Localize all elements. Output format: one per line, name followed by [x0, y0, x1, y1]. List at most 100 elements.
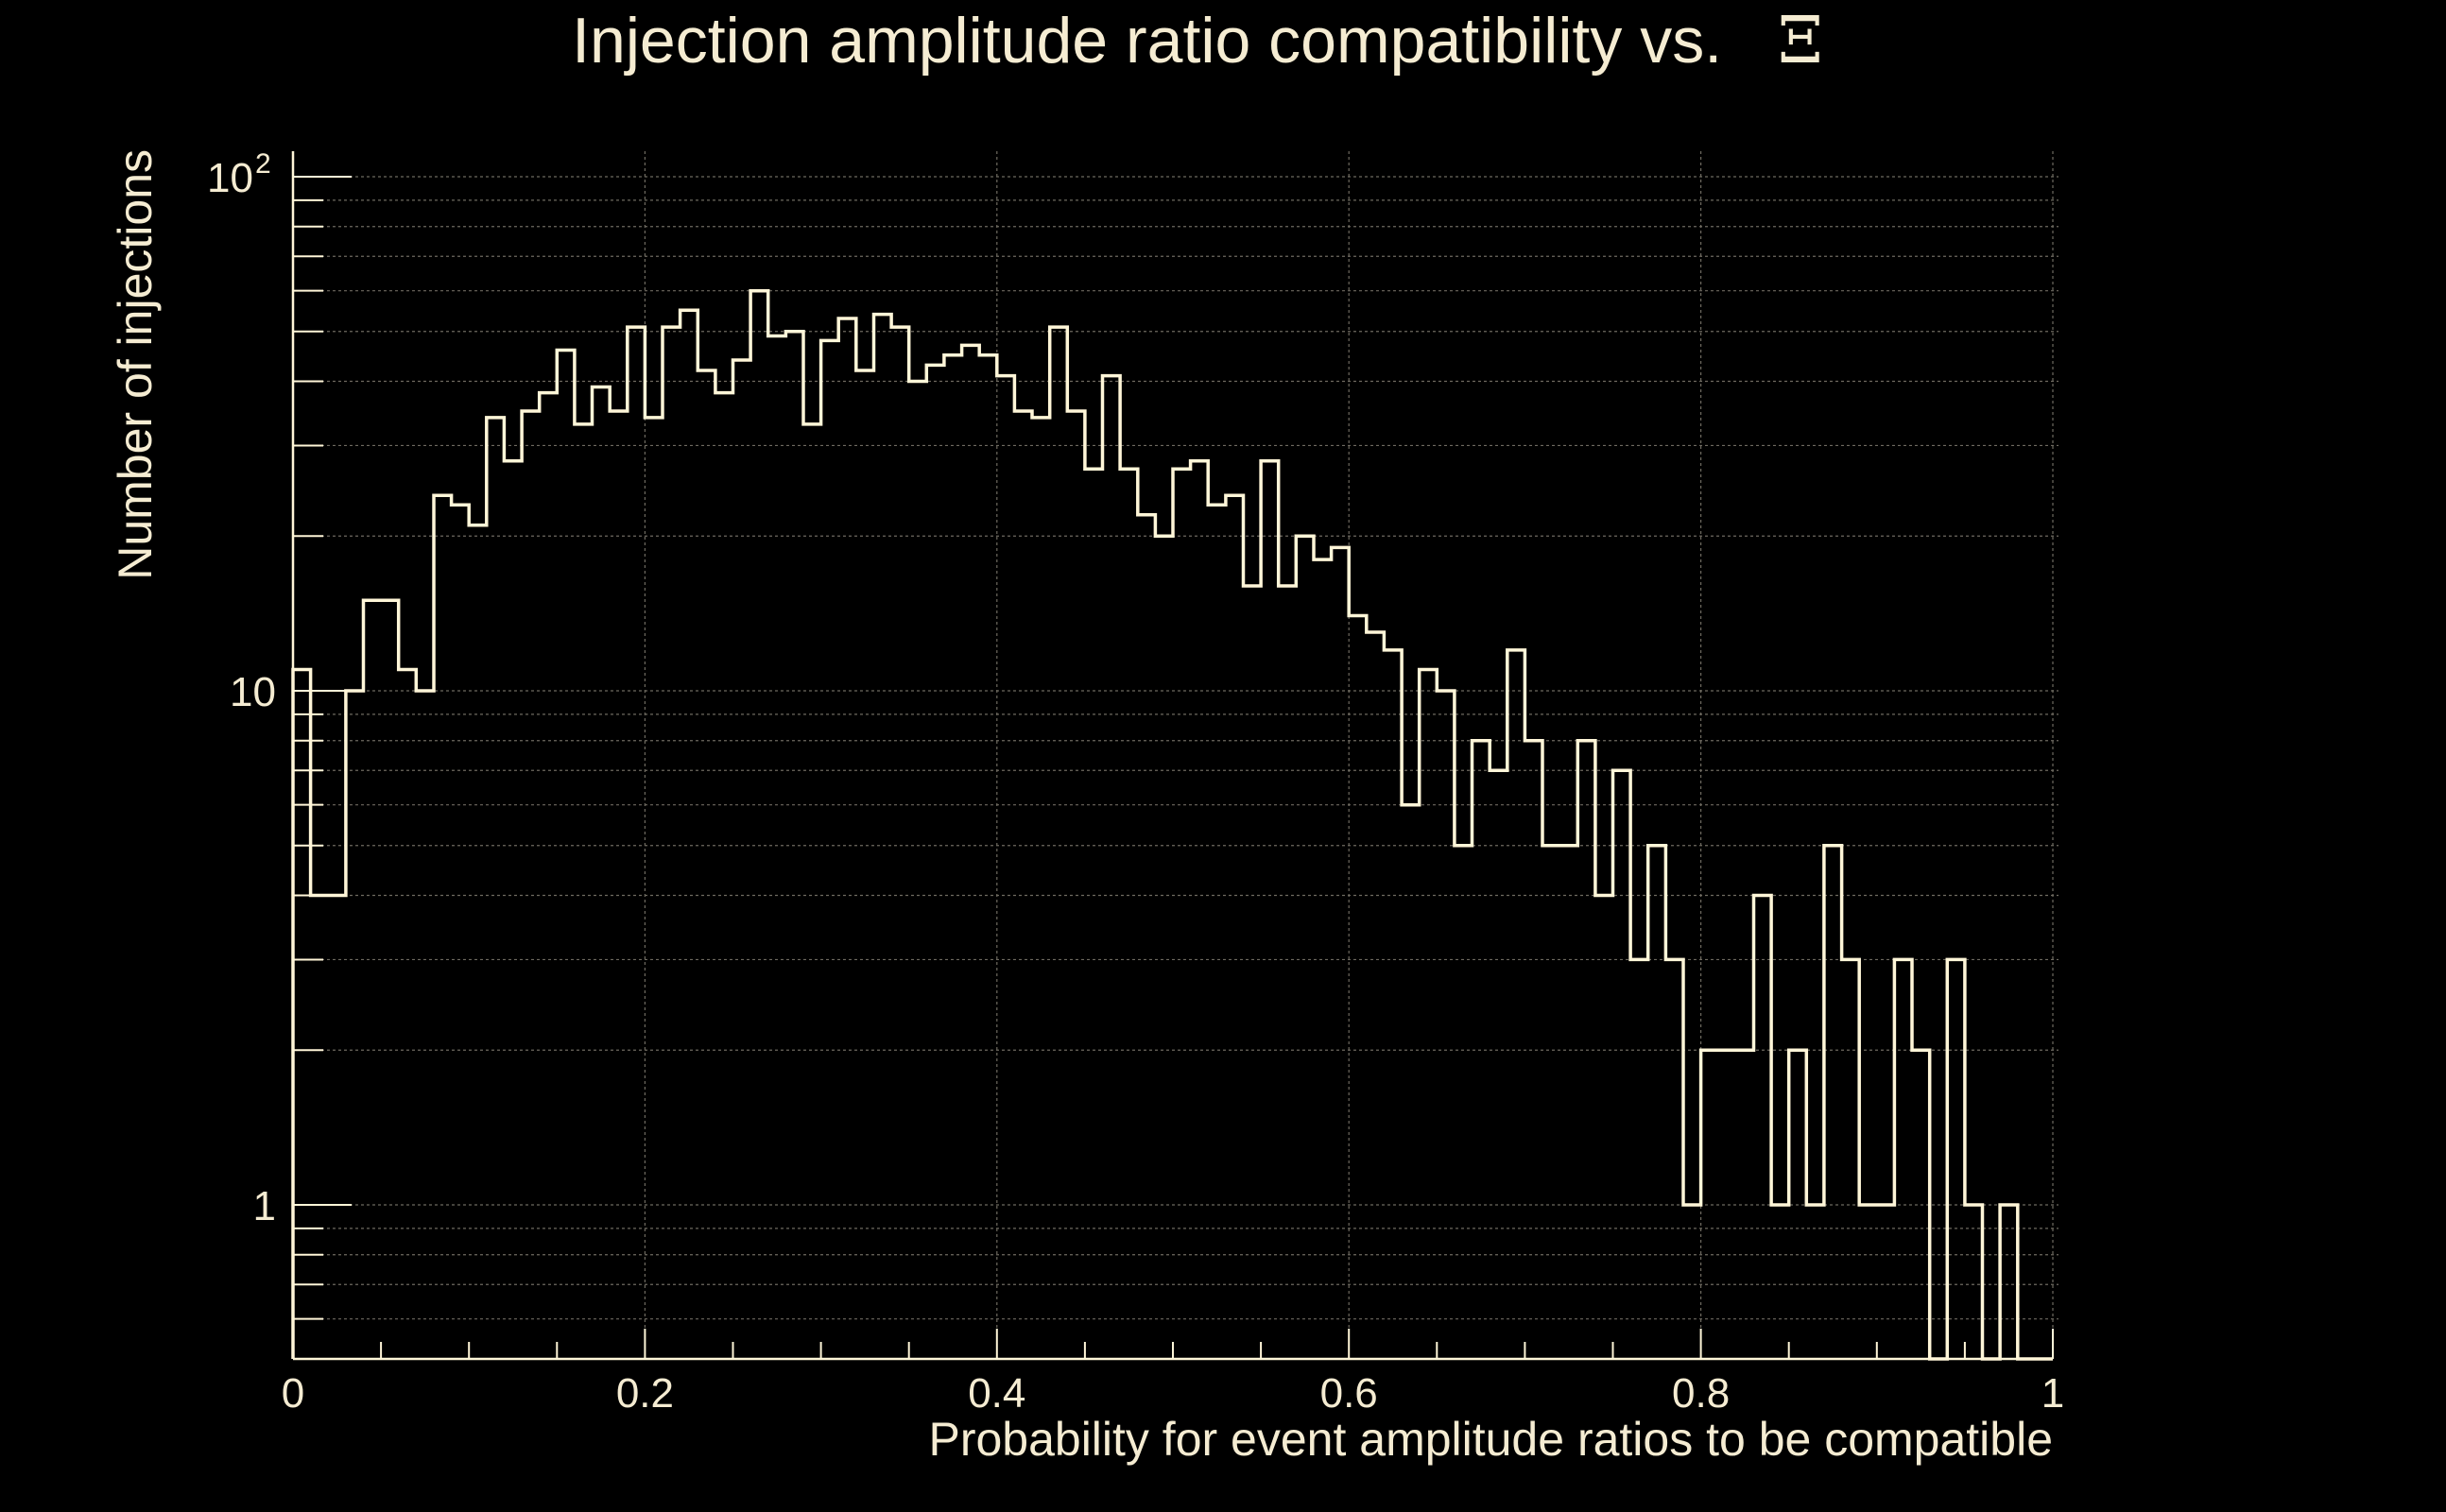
- histogram-bin: [1894, 959, 1912, 1359]
- histogram-bin: [1314, 559, 1332, 1359]
- histogram-bin: [1226, 495, 1244, 1359]
- histogram-bin: [856, 370, 874, 1359]
- x-axis-label: Probability for event amplitude ratios t…: [928, 1413, 2053, 1466]
- histogram-bin: [1648, 846, 1666, 1359]
- histogram-bin: [1595, 895, 1613, 1359]
- histogram-bin: [1367, 632, 1385, 1359]
- histogram-bin: [1155, 536, 1173, 1359]
- histogram-bin: [715, 393, 733, 1359]
- histogram-bin: [891, 327, 909, 1359]
- histogram-bin: [2000, 1205, 2018, 1359]
- histogram-bin: [1067, 411, 1085, 1359]
- histogram-bin: [593, 387, 611, 1359]
- histogram-bin: [346, 691, 364, 1359]
- histogram-bin: [540, 393, 558, 1359]
- histogram-bin: [1683, 1205, 1701, 1359]
- x-tick-label: 0.6: [1320, 1370, 1378, 1417]
- histogram-bin: [680, 310, 698, 1359]
- histogram-bin: [1577, 741, 1595, 1359]
- histogram-bin: [1771, 1205, 1789, 1359]
- histogram-bin: [1208, 505, 1226, 1359]
- chart-title: Injection amplitude ratio compatibility …: [572, 4, 1823, 78]
- histogram-bin: [1718, 1050, 1736, 1359]
- histogram-bin: [698, 370, 715, 1359]
- histogram-bin: [1032, 418, 1050, 1359]
- histogram-bin: [1455, 846, 1473, 1359]
- histogram-bin: [1842, 959, 1860, 1359]
- histogram-bin: [997, 376, 1015, 1359]
- histogram-bin: [1947, 959, 1965, 1359]
- histogram-bin: [1859, 1205, 1877, 1359]
- histogram-bin: [1701, 1050, 1719, 1359]
- histogram-bin: [750, 291, 768, 1359]
- histogram-bin: [1120, 469, 1138, 1359]
- histogram-bin: [311, 895, 329, 1359]
- histogram-bin: [821, 340, 839, 1359]
- histogram-bin: [1014, 411, 1032, 1359]
- x-tick-label: 0.2: [616, 1370, 674, 1417]
- histogram-bin: [1191, 461, 1209, 1359]
- histogram-bin: [1279, 586, 1297, 1359]
- histogram-bin: [1877, 1205, 1895, 1359]
- histogram-bin: [1349, 616, 1367, 1359]
- histogram-bin: [838, 318, 856, 1359]
- histogram-bin: [399, 669, 417, 1359]
- x-tick-label: 0.4: [968, 1370, 1025, 1417]
- histogram-bin: [663, 327, 680, 1359]
- histogram-bin: [1050, 327, 1068, 1359]
- histogram-bin: [962, 345, 980, 1359]
- histogram-bin: [803, 424, 821, 1359]
- histogram-bin: [363, 600, 381, 1359]
- histogram-bin: [733, 360, 751, 1359]
- histogram-bin: [1173, 469, 1191, 1359]
- histogram-bin: [557, 350, 575, 1359]
- y-tick-label: 10: [230, 669, 276, 715]
- histogram-bin: [1613, 770, 1631, 1359]
- histogram-bin: [575, 424, 593, 1359]
- histogram-bin: [1753, 895, 1771, 1359]
- x-tick-label: 0: [282, 1370, 304, 1417]
- histogram-bin: [1420, 669, 1438, 1359]
- histogram-bin: [768, 336, 786, 1359]
- histogram-bin: [1560, 846, 1578, 1359]
- chart-title-symbol: Ξ: [1778, 4, 1823, 78]
- histogram-bins: [291, 288, 2053, 1361]
- histogram-bin: [434, 495, 452, 1359]
- histogram-bin: [1384, 650, 1402, 1359]
- histogram-bin: [416, 691, 434, 1359]
- histogram-bin: [522, 411, 540, 1359]
- histogram-bin: [504, 461, 522, 1359]
- histogram-bin: [1806, 1205, 1824, 1359]
- histogram-bin: [1507, 650, 1525, 1359]
- y-tick-label: 1: [253, 1183, 276, 1229]
- chart-title-text: Injection amplitude ratio compatibility …: [572, 5, 1722, 77]
- histogram-bin: [469, 525, 487, 1359]
- histogram-bin: [1912, 1050, 1930, 1359]
- histogram-bin: [1824, 846, 1842, 1359]
- axes: [291, 151, 2054, 1361]
- histogram-bin: [1103, 376, 1121, 1359]
- histogram-bin: [452, 505, 470, 1359]
- histogram-bin: [328, 895, 346, 1359]
- histogram-bin: [487, 418, 505, 1359]
- histogram-bin: [610, 411, 628, 1359]
- histogram-bin: [1296, 536, 1314, 1359]
- histogram-bin: [1665, 959, 1683, 1359]
- histogram-bin: [1138, 515, 1156, 1359]
- histogram-bin: [979, 355, 997, 1359]
- y-tick-label-exponent: 2: [255, 148, 271, 180]
- histogram-bin: [785, 332, 803, 1359]
- histogram-bin: [1085, 469, 1103, 1359]
- histogram-bin: [628, 327, 646, 1359]
- histogram-bin: [1332, 547, 1350, 1359]
- histogram-bin: [1437, 691, 1455, 1359]
- histogram-bin: [1402, 805, 1420, 1359]
- histogram-bin: [1261, 461, 1279, 1359]
- histogram-bin: [381, 600, 399, 1359]
- histogram-bin: [1490, 770, 1507, 1359]
- histogram-bin: [1736, 1050, 1754, 1359]
- y-axis-label: Number of injections: [109, 149, 162, 580]
- histogram-bin: [1789, 1050, 1807, 1359]
- histogram-bin: [909, 381, 927, 1359]
